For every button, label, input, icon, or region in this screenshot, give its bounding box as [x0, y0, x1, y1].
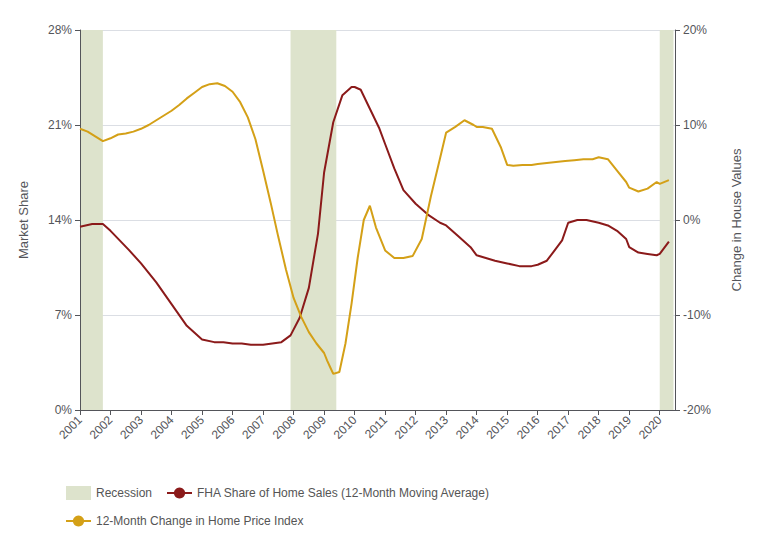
svg-text:7%: 7% [55, 308, 73, 322]
svg-text:2001: 2001 [56, 413, 85, 442]
svg-text:2004: 2004 [148, 413, 177, 442]
svg-text:FHA Share of Home Sales (12-Mo: FHA Share of Home Sales (12-Month Moving… [197, 486, 489, 500]
svg-text:-10%: -10% [683, 308, 711, 322]
svg-text:2014: 2014 [453, 413, 482, 442]
svg-text:2016: 2016 [514, 413, 543, 442]
svg-text:2010: 2010 [331, 413, 360, 442]
svg-text:14%: 14% [48, 213, 72, 227]
svg-text:2019: 2019 [605, 413, 634, 442]
svg-text:Recession: Recession [96, 486, 152, 500]
svg-text:21%: 21% [48, 118, 72, 132]
svg-text:10%: 10% [683, 118, 707, 132]
svg-text:2005: 2005 [178, 413, 207, 442]
svg-text:0%: 0% [55, 403, 73, 417]
svg-text:2007: 2007 [239, 413, 268, 442]
svg-text:2020: 2020 [636, 413, 665, 442]
svg-text:2003: 2003 [117, 413, 146, 442]
svg-text:0%: 0% [683, 213, 701, 227]
svg-text:28%: 28% [48, 23, 72, 37]
svg-text:2008: 2008 [270, 413, 299, 442]
svg-text:Change in House Values: Change in House Values [729, 148, 744, 291]
svg-text:20%: 20% [683, 23, 707, 37]
svg-text:2015: 2015 [483, 413, 512, 442]
svg-text:-20%: -20% [683, 403, 711, 417]
svg-text:2006: 2006 [209, 413, 238, 442]
svg-text:2012: 2012 [392, 413, 421, 442]
svg-text:2009: 2009 [300, 413, 329, 442]
svg-text:Market Share: Market Share [16, 181, 31, 259]
svg-text:2002: 2002 [87, 413, 116, 442]
svg-text:12-Month Change in Home Price: 12-Month Change in Home Price Index [96, 514, 303, 528]
svg-text:2018: 2018 [575, 413, 604, 442]
svg-text:2011: 2011 [362, 413, 390, 441]
svg-text:2013: 2013 [422, 413, 451, 442]
svg-text:2017: 2017 [544, 413, 573, 442]
